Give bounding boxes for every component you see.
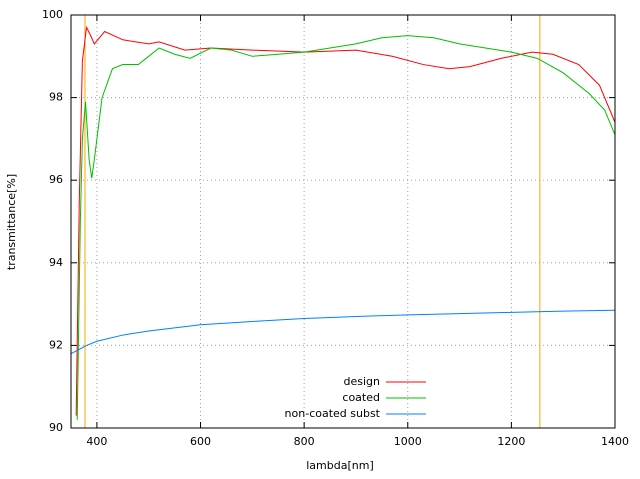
data-line: [70, 309, 616, 355]
data-line: [76, 35, 616, 420]
y-tick-label: 92: [49, 338, 63, 351]
y-axis-label: transmittance[%]: [5, 174, 18, 270]
x-tick-label: 800: [294, 435, 315, 448]
x-tick-label: 400: [86, 435, 107, 448]
x-tick-label: 1400: [601, 435, 629, 448]
x-tick-label: 600: [190, 435, 211, 448]
y-tick-label: 100: [42, 8, 63, 21]
legend-label: non-coated subst: [285, 407, 381, 420]
y-tick-label: 90: [49, 421, 63, 434]
x-tick-label: 1200: [497, 435, 525, 448]
x-tick-label: 1000: [394, 435, 422, 448]
x-axis-label: lambda[nm]: [306, 459, 374, 472]
y-tick-label: 94: [49, 256, 63, 269]
data-line: [75, 25, 616, 416]
legend-label: design: [344, 375, 381, 388]
y-tick-label: 98: [49, 91, 63, 104]
legend-label: coated: [342, 391, 380, 404]
plot-frame: [70, 14, 616, 429]
y-tick-label: 96: [49, 173, 63, 186]
